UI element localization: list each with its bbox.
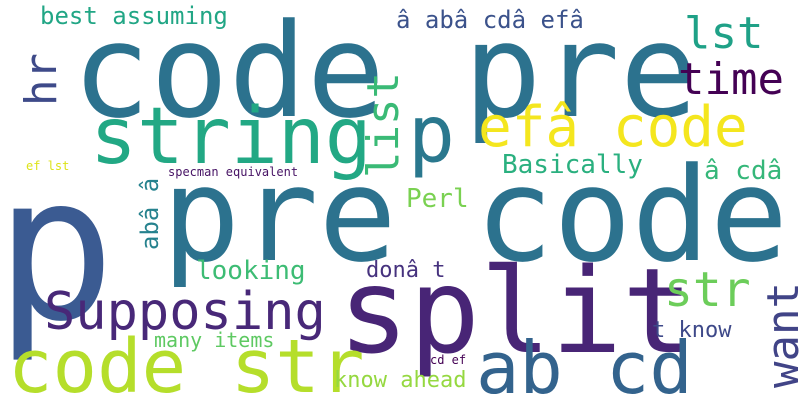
cloud-word-lst: lst bbox=[684, 8, 764, 59]
cloud-word-dona-t: donâ t bbox=[366, 258, 446, 283]
cloud-word-p-large: p bbox=[0, 133, 116, 366]
cloud-word-t-know: t know bbox=[652, 318, 732, 343]
cloud-word-hr: hr bbox=[16, 53, 67, 106]
cloud-word-know-ahead: know ahead bbox=[334, 368, 467, 393]
cloud-word-specman-equivalent: specman equivalent bbox=[168, 165, 299, 179]
cloud-word-many-items: many items bbox=[154, 328, 275, 352]
cloud-word-ab-cd: ab cd bbox=[476, 326, 693, 400]
cloud-word-a-aba-cda-efa: â abâ cdâ efâ bbox=[396, 6, 584, 34]
cloud-word-a-cda: â cdâ bbox=[704, 156, 783, 186]
cloud-word-cd-ef: cd ef bbox=[430, 353, 467, 367]
cloud-word-aba-a: abâ â bbox=[136, 177, 164, 250]
cloud-word-perl: Perl bbox=[406, 184, 469, 214]
cloud-word-code-str: code str bbox=[8, 324, 365, 400]
cloud-word-p-small: p bbox=[408, 90, 455, 180]
cloud-word-str: str bbox=[664, 262, 751, 318]
cloud-word-supposing: Supposing bbox=[44, 282, 326, 342]
cloud-word-best-assuming: best assuming bbox=[40, 2, 228, 30]
cloud-word-code-pre: code pre bbox=[72, 0, 699, 147]
cloud-word-string: string bbox=[90, 92, 372, 182]
cloud-word-split: split bbox=[338, 242, 694, 380]
cloud-word-list: list bbox=[358, 72, 409, 178]
cloud-word-looking: looking bbox=[196, 256, 306, 286]
cloud-word-ef-lst: ef lst bbox=[26, 159, 70, 173]
cloud-word-efa-code: efâ code bbox=[478, 95, 748, 160]
cloud-word-want: want bbox=[758, 282, 800, 388]
cloud-word-time: time bbox=[678, 54, 784, 105]
cloud-word-basically: Basically bbox=[502, 150, 643, 180]
cloud-word-pre-code: pre code bbox=[162, 139, 789, 291]
